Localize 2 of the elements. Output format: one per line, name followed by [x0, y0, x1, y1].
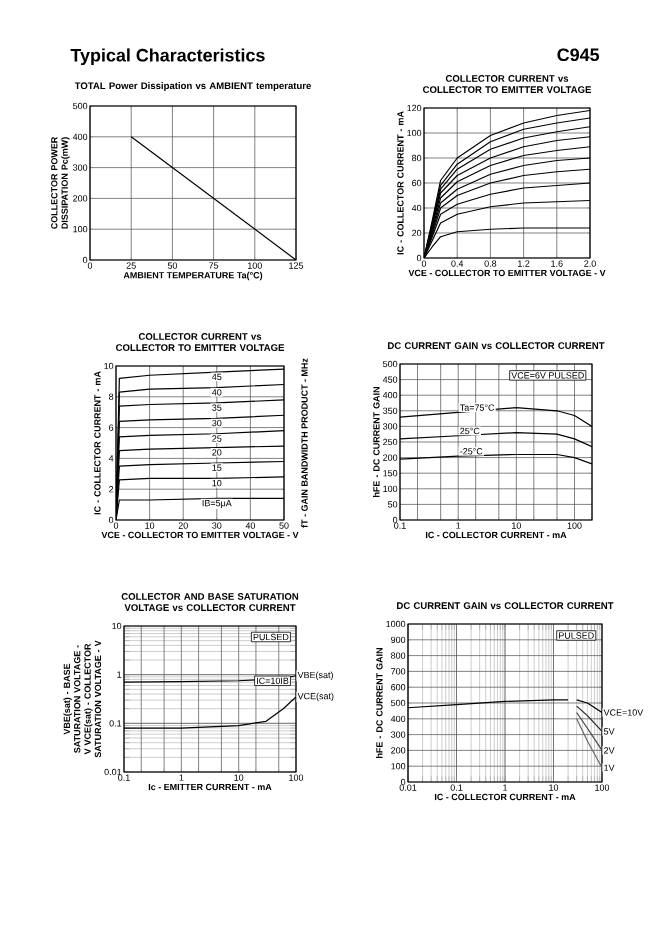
text: C945: [557, 48, 600, 62]
text: Typical Characteristics: [70, 48, 265, 66]
